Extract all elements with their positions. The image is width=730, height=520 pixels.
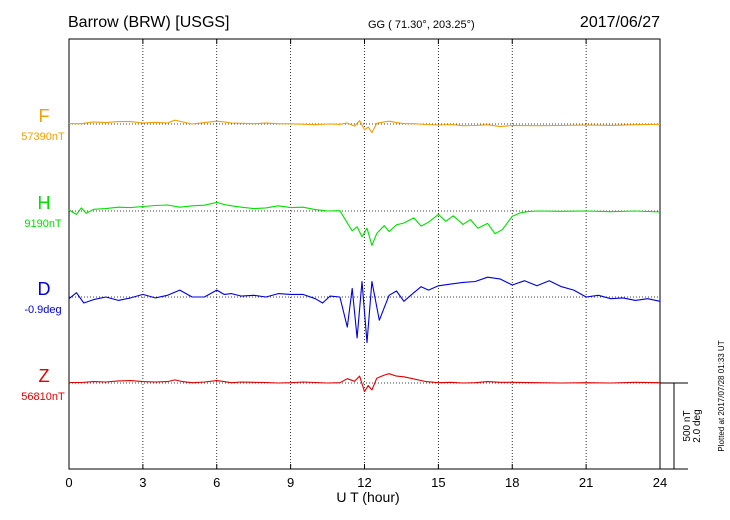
series-line-f bbox=[69, 119, 661, 134]
series-baseline-h: 9190nT bbox=[24, 218, 62, 230]
station-title: Barrow (BRW) [USGS] bbox=[68, 14, 230, 31]
x-tick-label: 0 bbox=[65, 475, 72, 490]
scale-bar: 500 nT 2.0 deg bbox=[660, 382, 703, 470]
series-name-f: F bbox=[39, 106, 50, 126]
series-baseline-d: -0.9deg bbox=[24, 304, 61, 316]
x-tick-label: 3 bbox=[139, 475, 146, 490]
series-layer: F 57390nT H 9190nT D -0.9deg Z 56810nT bbox=[21, 106, 661, 403]
series-name-h: H bbox=[38, 193, 51, 213]
coordinates-label: GG ( 71.30°, 203.25°) bbox=[368, 19, 475, 31]
series-name-d: D bbox=[38, 279, 51, 299]
scale-nt-label: 500 nT bbox=[682, 410, 693, 441]
x-tick-label: 15 bbox=[431, 475, 445, 490]
x-tick-label: 18 bbox=[505, 475, 519, 490]
x-tick-label: 24 bbox=[653, 475, 667, 490]
x-tick-label: 21 bbox=[579, 475, 593, 490]
x-axis-label: U T (hour) bbox=[336, 489, 399, 505]
x-axis-ticks: 0 3 6 9 12 15 18 21 24 bbox=[65, 39, 667, 490]
series-baseline-z: 56810nT bbox=[21, 391, 65, 403]
date-label: 2017/06/27 bbox=[580, 14, 660, 31]
x-tick-label: 9 bbox=[287, 475, 294, 490]
series-line-z bbox=[69, 373, 661, 393]
series-line-h bbox=[68, 201, 661, 246]
grid-lines bbox=[69, 39, 660, 469]
series-baseline-f: 57390nT bbox=[21, 131, 65, 143]
x-tick-label: 6 bbox=[213, 475, 220, 490]
series-line-d bbox=[68, 276, 661, 344]
scale-deg-label: 2.0 deg bbox=[692, 409, 703, 442]
plot-frame bbox=[68, 38, 661, 470]
series-name-z: Z bbox=[39, 366, 50, 386]
plotted-timestamp: Plotted at 2017/07/28 01:33 UT bbox=[717, 340, 726, 451]
x-tick-label: 12 bbox=[357, 475, 371, 490]
